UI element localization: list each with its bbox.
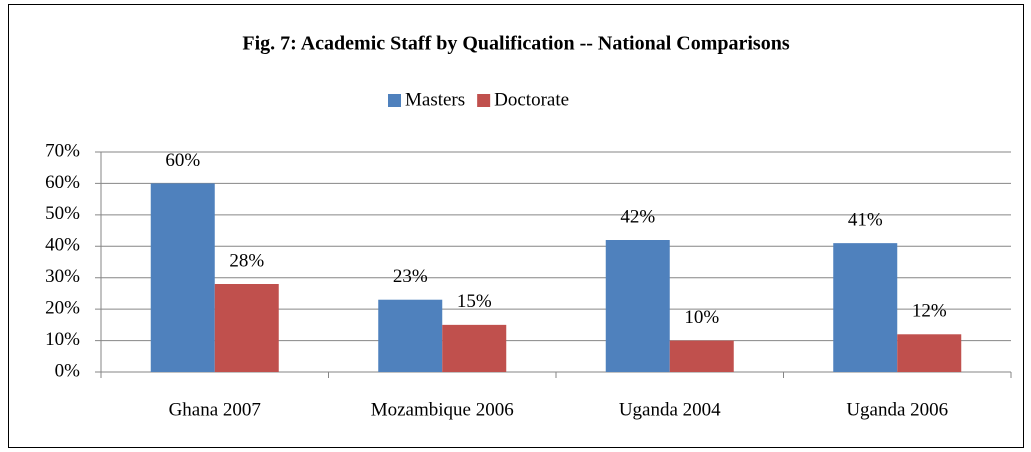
bar — [833, 243, 898, 372]
legend-label: Masters — [405, 89, 465, 110]
value-label: 15% — [457, 291, 492, 312]
bar — [378, 299, 443, 372]
bar — [214, 284, 279, 372]
chart-title: Fig. 7: Academic Staff by Qualification … — [242, 33, 789, 55]
y-tick-label: 0% — [55, 360, 81, 381]
bar — [897, 334, 962, 372]
bar — [442, 324, 507, 372]
x-tick-label: Ghana 2007 — [169, 399, 261, 420]
y-tick-label: 10% — [45, 329, 80, 350]
bar — [669, 340, 734, 372]
bar — [605, 240, 670, 372]
value-label: 60% — [165, 150, 200, 171]
y-tick-label: 70% — [45, 140, 80, 161]
x-tick-label: Uganda 2006 — [846, 399, 948, 420]
x-tick-label: Mozambique 2006 — [371, 399, 514, 420]
y-tick-label: 50% — [45, 203, 80, 224]
value-label: 42% — [620, 206, 655, 227]
value-label: 12% — [912, 301, 947, 322]
value-label: 41% — [848, 210, 883, 231]
legend-swatch — [388, 94, 401, 107]
y-tick-label: 40% — [45, 235, 80, 256]
y-tick-label: 30% — [45, 266, 80, 287]
y-tick-label: 60% — [45, 172, 80, 193]
legend-swatch — [477, 94, 491, 107]
value-label: 28% — [229, 250, 264, 271]
legend-label: Doctorate — [494, 89, 569, 110]
value-label: 10% — [684, 307, 719, 328]
value-label: 23% — [393, 266, 428, 287]
y-tick-label: 20% — [45, 298, 80, 319]
x-tick-label: Uganda 2004 — [619, 399, 721, 420]
bar — [150, 183, 215, 372]
